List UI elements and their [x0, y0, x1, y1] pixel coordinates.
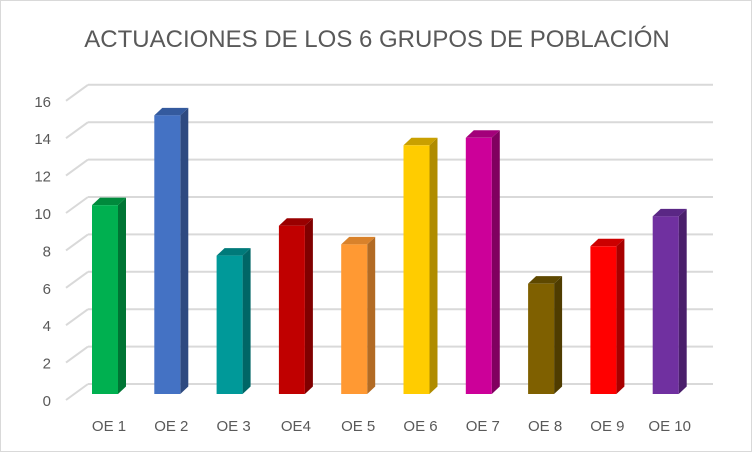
- bar-front: [278, 225, 305, 394]
- bar-side: [304, 218, 313, 394]
- gridline-depth: [65, 196, 89, 214]
- bar-front: [590, 246, 617, 394]
- bar-top: [154, 107, 189, 116]
- bar-3: [216, 248, 251, 394]
- x-tick-label: OE4: [281, 418, 311, 435]
- bar-6: [403, 137, 438, 395]
- gridline-depth: [65, 158, 89, 177]
- bar-5: [341, 236, 376, 394]
- gridline-depth: [65, 121, 89, 140]
- bar-top: [403, 137, 438, 146]
- gridline-depth: [65, 308, 89, 327]
- y-tick-label: 14: [34, 131, 51, 148]
- y-tick-label: 10: [34, 206, 51, 223]
- bar-side: [429, 137, 438, 395]
- bar-top: [216, 248, 251, 256]
- x-tick-label: OE 2: [154, 418, 188, 435]
- bar-side: [242, 248, 251, 394]
- gridline-depth: [65, 233, 89, 252]
- bar-side: [678, 208, 687, 394]
- gridline-depth: [65, 345, 89, 364]
- bar-side: [491, 130, 500, 394]
- y-tick-label: 0: [43, 393, 51, 410]
- bar-front: [528, 283, 555, 394]
- y-tick-label: 8: [43, 243, 51, 260]
- gridline-depth: [65, 270, 89, 289]
- x-tick-label: OE 5: [341, 418, 375, 435]
- bar-front: [154, 115, 181, 395]
- x-tick-label: OE 9: [590, 418, 624, 435]
- bar-top: [465, 130, 500, 138]
- bar-side: [118, 197, 126, 394]
- bar-top: [590, 238, 625, 247]
- bar-side: [367, 236, 376, 394]
- gridline-depth: [65, 383, 89, 401]
- bar-top: [528, 276, 563, 284]
- x-tick-label: OE 6: [403, 418, 437, 435]
- chart-title: ACTUACIONES DE LOS 6 GRUPOS DE POBLACIÓN: [84, 26, 669, 53]
- y-tick-label: 6: [43, 281, 51, 298]
- x-tick-label: OE 8: [528, 418, 562, 435]
- gridline-depth: [65, 83, 89, 102]
- bar-front: [92, 205, 118, 394]
- y-tick-label: 12: [34, 169, 51, 186]
- bar-1: [92, 197, 126, 394]
- y-tick-label: 4: [43, 318, 51, 335]
- x-tick-label: OE 10: [648, 418, 691, 435]
- bar-front: [341, 244, 368, 394]
- bar-front: [403, 145, 430, 394]
- x-tick-label: OE 7: [466, 418, 500, 435]
- bar-9: [590, 238, 625, 394]
- bar-4: [278, 218, 313, 394]
- bar-top: [278, 218, 313, 226]
- bar-top: [652, 208, 687, 217]
- bar-8: [528, 276, 563, 394]
- bar-side: [554, 276, 563, 394]
- bar-10: [652, 208, 687, 394]
- bar-7: [465, 130, 500, 394]
- bar-front: [465, 137, 492, 394]
- y-tick-label: 2: [43, 356, 51, 373]
- x-tick-label: OE 3: [217, 418, 251, 435]
- y-tick-label: 16: [34, 94, 51, 111]
- bar-top: [92, 197, 126, 206]
- x-tick-label: OE 1: [92, 418, 126, 435]
- bar-front: [216, 255, 243, 394]
- bar-side: [180, 107, 189, 395]
- bar-front: [652, 216, 679, 394]
- bar-2: [154, 107, 189, 395]
- bar-side: [616, 238, 625, 394]
- bar-top: [341, 236, 376, 245]
